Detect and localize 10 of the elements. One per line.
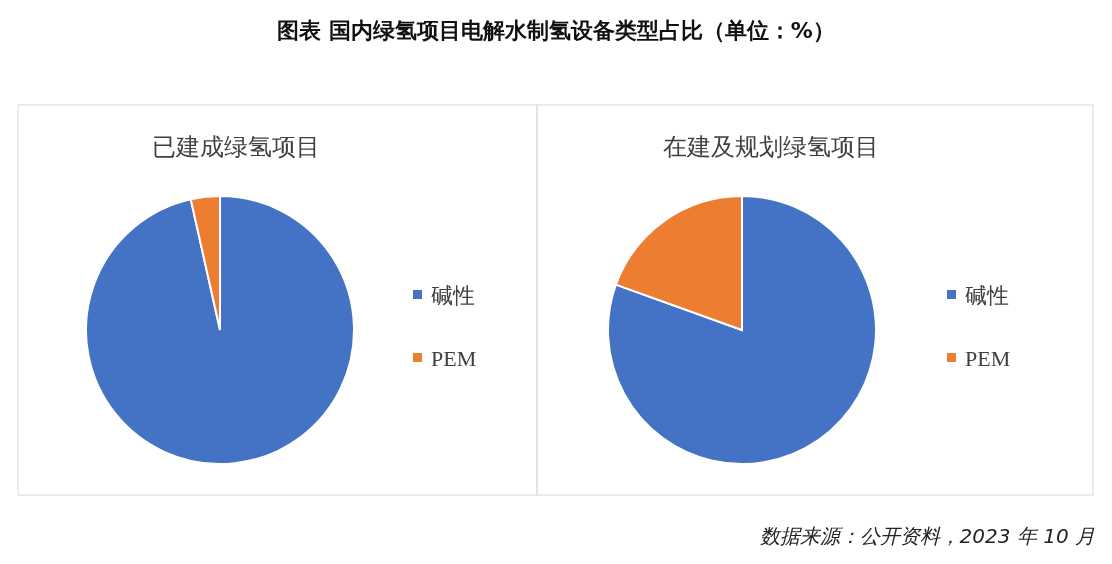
pie-slice	[607, 195, 877, 465]
legend-label: 碱性	[965, 283, 1009, 308]
text: 图表 国内绿氢项目电解水制氢设备类型占比（单位：%）	[277, 18, 835, 43]
chart-subtitle: 在建及规划绿氢项目	[662, 133, 879, 161]
legend-label: PEM	[431, 346, 477, 371]
legend-label: 碱性	[431, 283, 475, 308]
legend-label: PEM	[965, 346, 1011, 371]
source-note: 数据来源：公开资料，2023 年 10 月	[759, 524, 1095, 548]
pie-slice	[85, 195, 355, 465]
chart-subtitle: 已建成绿氢项目	[151, 133, 320, 161]
